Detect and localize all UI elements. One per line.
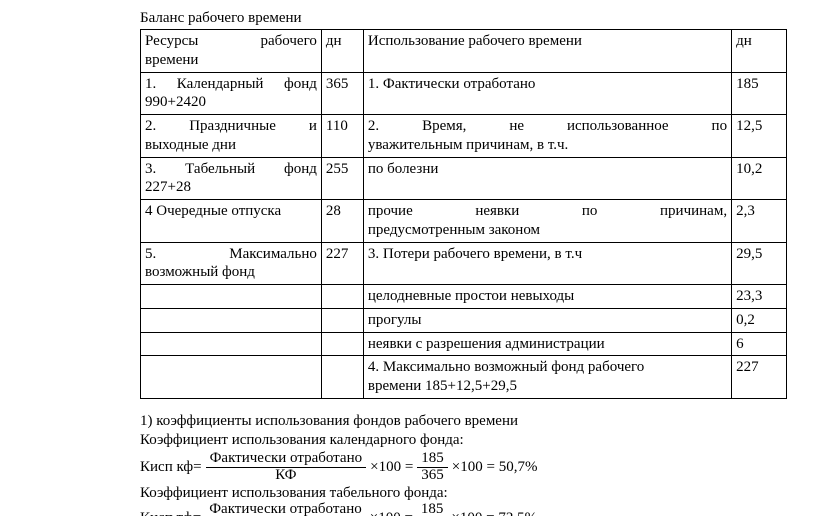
cell-resource: 2. Праздничные ивыходные дни (141, 115, 322, 158)
fraction-denominator: 365 (417, 468, 448, 484)
cell-days: 365 (321, 72, 363, 115)
formula-operator: ×100 = (370, 510, 413, 516)
cell-days-r: 6 (732, 332, 787, 356)
fraction-numerator: 185 (417, 451, 448, 468)
cell-resource (141, 308, 322, 332)
formula-result: ×100 = 72,5% (451, 510, 537, 516)
fraction-denominator: КФ (271, 468, 300, 484)
table-row: неявки с разрешения администрации 6 (141, 332, 787, 356)
header-resources: Ресурсы рабочеговремени (141, 30, 322, 73)
cell-days-r: 185 (732, 72, 787, 115)
formula-lhs: Кисп тф= (140, 510, 201, 516)
cell-usage: 1. Фактически отработано (363, 72, 731, 115)
formula-operator: ×100 = (370, 459, 413, 476)
header-days-right: дн (732, 30, 787, 73)
cell-days-r: 227 (732, 356, 787, 399)
cell-usage: по болезни (363, 157, 731, 200)
cell-resource: 3. Табельный фонд227+28 (141, 157, 322, 200)
cell-days: 255 (321, 157, 363, 200)
table-row: 4 Очередные отпуска 28 прочие неявки по … (141, 200, 787, 243)
table-row: 1. Календарный фонд990+2420 365 1. Факти… (141, 72, 787, 115)
fraction-numerator: Фактически отработано (205, 502, 366, 516)
section-heading: 1) коэффициенты использования фондов раб… (140, 413, 787, 430)
table-row: прогулы 0,2 (141, 308, 787, 332)
cell-resource (141, 332, 322, 356)
fraction: 185 365 (417, 451, 448, 484)
cell-resource: 4 Очередные отпуска (141, 200, 322, 243)
cell-days (321, 356, 363, 399)
cell-usage: 3. Потери рабочего времени, в т.ч (363, 242, 731, 285)
header-days-left: дн (321, 30, 363, 73)
formula-calendar: Кисп кф= Фактически отработано КФ ×100 =… (140, 451, 787, 484)
fraction: 185 255 (417, 502, 448, 516)
coef-calendar-label: Коэффициент использования календарного ф… (140, 432, 787, 449)
cell-days-r: 2,3 (732, 200, 787, 243)
balance-table: Ресурсы рабочеговремени дн Использование… (140, 29, 787, 399)
cell-usage: целодневные простои невыходы (363, 285, 731, 309)
coefficients-section: 1) коэффициенты использования фондов раб… (140, 413, 787, 516)
cell-usage: 4. Максимально возможный фонд рабочеговр… (363, 356, 731, 399)
table-row: 2. Праздничные ивыходные дни 110 2. Врем… (141, 115, 787, 158)
cell-usage: прогулы (363, 308, 731, 332)
fraction-numerator: Фактически отработано (206, 451, 367, 468)
formula-result: ×100 = 50,7% (452, 459, 538, 476)
cell-resource: 5. Максимальновозможный фонд (141, 242, 322, 285)
coef-tabel-label: Коэффициент использования табельного фон… (140, 485, 787, 502)
table-row: целодневные простои невыходы 23,3 (141, 285, 787, 309)
formula-lhs: Кисп кф= (140, 459, 202, 476)
cell-resource: 1. Календарный фонд990+2420 (141, 72, 322, 115)
cell-days (321, 285, 363, 309)
cell-days-r: 29,5 (732, 242, 787, 285)
fraction-numerator: 185 (417, 502, 448, 516)
cell-days-r: 23,3 (732, 285, 787, 309)
cell-usage: неявки с разрешения администрации (363, 332, 731, 356)
table-title: Баланс рабочего времени (140, 10, 787, 27)
cell-usage: 2. Время, не использованное поуважительн… (363, 115, 731, 158)
cell-days: 28 (321, 200, 363, 243)
cell-resource (141, 285, 322, 309)
cell-days (321, 308, 363, 332)
cell-days: 227 (321, 242, 363, 285)
table-header-row: Ресурсы рабочеговремени дн Использование… (141, 30, 787, 73)
table-row: 5. Максимальновозможный фонд 227 3. Поте… (141, 242, 787, 285)
header-usage: Использование рабочего времени (363, 30, 731, 73)
cell-days: 110 (321, 115, 363, 158)
cell-days (321, 332, 363, 356)
cell-usage: прочие неявки по причинам,предусмотренны… (363, 200, 731, 243)
cell-resource (141, 356, 322, 399)
cell-days-r: 0,2 (732, 308, 787, 332)
table-row: 3. Табельный фонд227+28 255 по болезни 1… (141, 157, 787, 200)
fraction: Фактически отработано КФ (206, 451, 367, 484)
table-row: 4. Максимально возможный фонд рабочеговр… (141, 356, 787, 399)
cell-days-r: 12,5 (732, 115, 787, 158)
header-resources-word2: времени (145, 51, 317, 70)
fraction: Фактически отработано 255 (205, 502, 366, 516)
cell-days-r: 10,2 (732, 157, 787, 200)
formula-tabel-cut: Кисп тф= Фактически отработано 255 ×100 … (140, 502, 787, 516)
